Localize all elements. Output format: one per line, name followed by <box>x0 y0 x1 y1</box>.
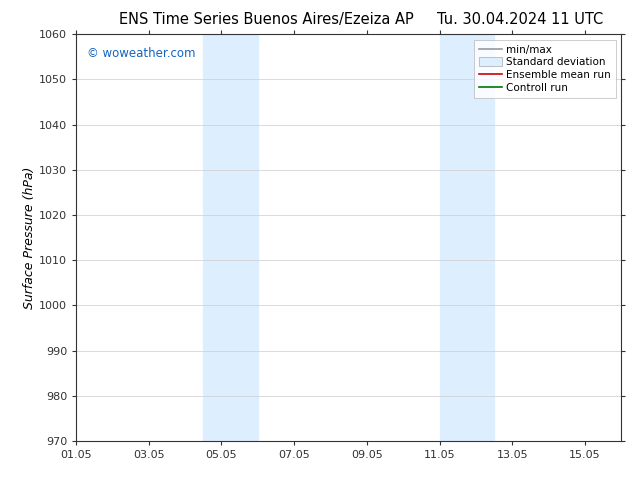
Text: © woweather.com: © woweather.com <box>87 47 195 59</box>
Text: Tu. 30.04.2024 11 UTC: Tu. 30.04.2024 11 UTC <box>437 12 603 27</box>
Bar <box>439 34 494 441</box>
Y-axis label: Surface Pressure (hPa): Surface Pressure (hPa) <box>23 167 36 309</box>
Legend: min/max, Standard deviation, Ensemble mean run, Controll run: min/max, Standard deviation, Ensemble me… <box>474 40 616 98</box>
Text: ENS Time Series Buenos Aires/Ezeiza AP: ENS Time Series Buenos Aires/Ezeiza AP <box>119 12 413 27</box>
Bar <box>204 34 258 441</box>
